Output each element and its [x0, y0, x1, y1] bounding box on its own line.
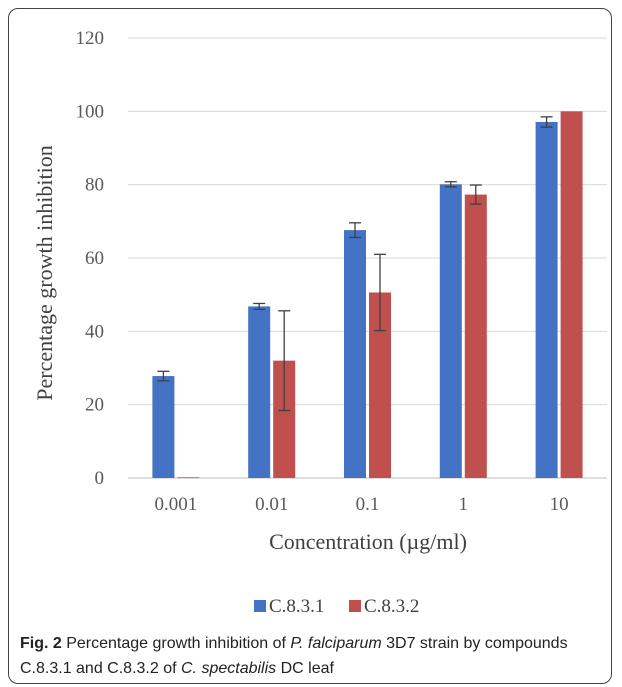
bar — [464, 194, 487, 479]
x-tick-label: 0.01 — [255, 494, 288, 515]
legend-label-c831: C.8.3.1 — [269, 596, 324, 617]
y-tick-label: 100 — [76, 101, 105, 122]
y-tick-label: 20 — [85, 395, 104, 416]
x-tick-label: 0.001 — [155, 494, 198, 515]
y-tick-label: 60 — [85, 248, 104, 269]
caption-text-1: Percentage growth inhibition of — [61, 635, 291, 652]
y-tick-labels: 0 20 40 60 80 100 120 — [76, 28, 105, 489]
figure-frame — [8, 8, 612, 684]
legend: C.8.3.1 C.8.3.2 — [254, 596, 419, 617]
bar — [177, 477, 200, 479]
caption-text-2: 3D7 strain by compounds C.8.3.1 and C.8.… — [20, 635, 568, 677]
figure-caption: Fig. 2 Percentage growth inhibition of P… — [20, 631, 605, 681]
legend-label-c832: C.8.3.2 — [364, 596, 419, 617]
y-tick-label: 120 — [76, 28, 105, 49]
bar — [248, 306, 271, 478]
bars — [152, 111, 583, 479]
gridlines — [128, 37, 607, 479]
caption-text-3: DC leaf — [276, 660, 334, 677]
y-tick-label: 0 — [95, 468, 105, 489]
y-tick-label: 80 — [85, 175, 104, 196]
legend-swatch-c831 — [254, 600, 266, 612]
x-tick-labels: 0.001 0.01 0.1 1 10 — [155, 494, 569, 515]
y-axis-title: Percentage growth inhibition — [32, 145, 57, 400]
bar — [273, 360, 296, 478]
x-tick-label: 0.1 — [356, 494, 380, 515]
x-axis-title: Concentration (µg/ml) — [269, 529, 467, 554]
y-tick-label: 40 — [85, 321, 104, 342]
bar — [369, 292, 391, 478]
bar — [152, 376, 175, 478]
legend-swatch-c832 — [349, 600, 361, 612]
bar-chart: 0 20 40 60 80 100 120 0.001 0.01 0.1 1 10 Percenta… — [32, 28, 607, 617]
bar — [560, 111, 583, 478]
bar — [344, 230, 366, 478]
figure-label: Fig. 2 — [20, 635, 62, 652]
x-tick-label: 1 — [459, 494, 469, 515]
bar — [535, 121, 558, 478]
bar — [439, 184, 462, 479]
x-tick-label: 10 — [550, 494, 569, 515]
caption-species-2: C. spectabilis — [181, 660, 277, 677]
caption-species-1: P. falciparum — [290, 635, 382, 652]
